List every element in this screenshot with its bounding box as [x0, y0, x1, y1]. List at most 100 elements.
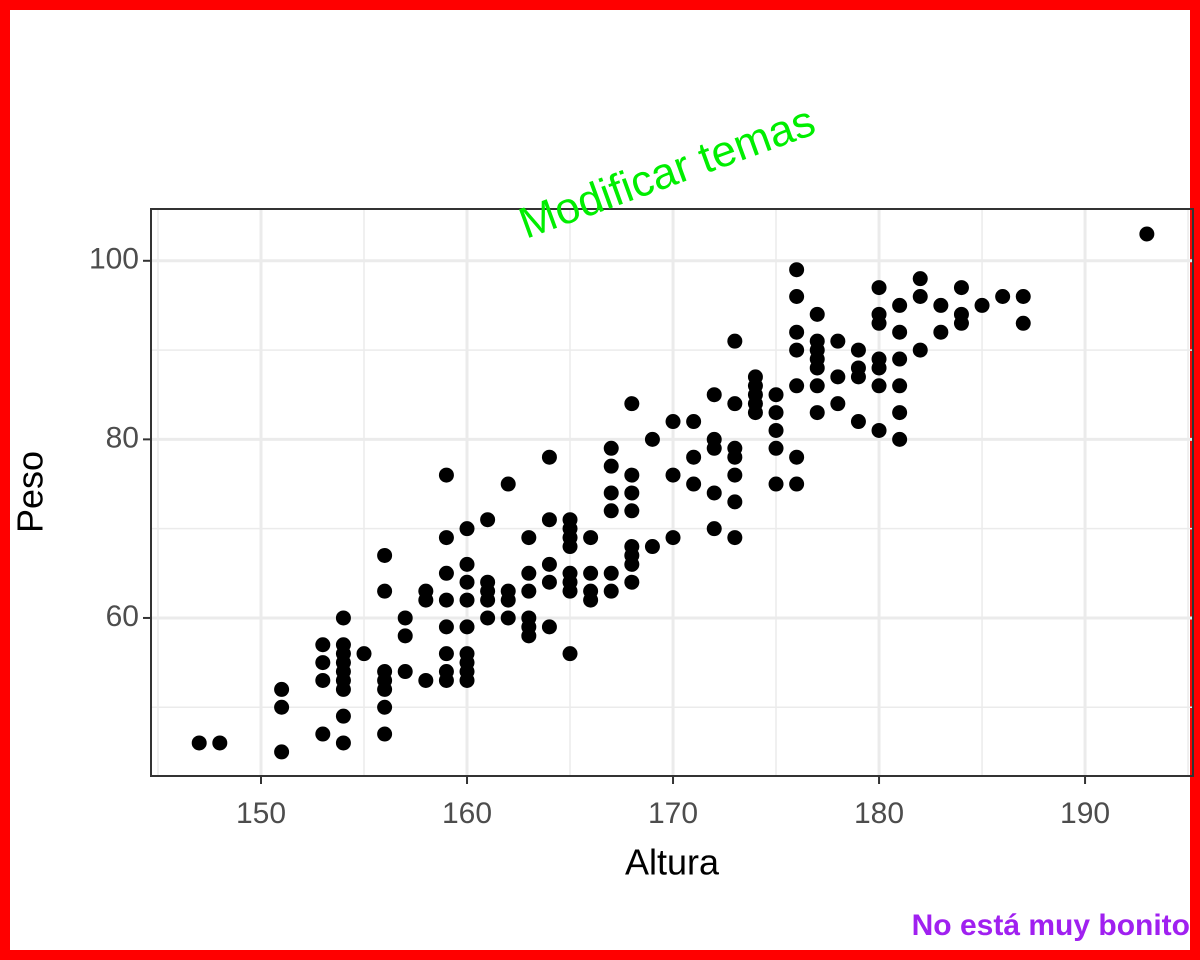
point: [521, 530, 537, 546]
point: [892, 297, 908, 313]
point: [850, 414, 866, 430]
point: [850, 369, 866, 385]
point: [562, 646, 578, 662]
point: [912, 271, 928, 287]
point: [500, 476, 516, 492]
point: [892, 431, 908, 447]
point: [624, 467, 640, 483]
point: [459, 619, 475, 635]
point: [191, 735, 207, 751]
point: [603, 458, 619, 474]
point: [871, 422, 887, 438]
point: [603, 565, 619, 581]
point: [1015, 289, 1031, 305]
point: [665, 467, 681, 483]
point: [480, 610, 496, 626]
point: [789, 262, 805, 278]
point: [438, 646, 454, 662]
point: [377, 699, 393, 715]
point: [562, 539, 578, 555]
point: [583, 592, 599, 608]
point: [583, 565, 599, 581]
point: [768, 405, 784, 421]
point: [789, 449, 805, 465]
point: [521, 583, 537, 599]
point: [644, 539, 660, 555]
point: [377, 583, 393, 599]
y-axis-title: Peso: [10, 451, 51, 533]
point: [541, 512, 557, 528]
point: [521, 565, 537, 581]
point: [747, 405, 763, 421]
point: [995, 289, 1011, 305]
point: [624, 396, 640, 412]
point: [789, 476, 805, 492]
point: [624, 574, 640, 590]
point: [850, 342, 866, 358]
point: [335, 681, 351, 697]
point: [809, 378, 825, 394]
point: [603, 440, 619, 456]
point: [335, 610, 351, 626]
point: [624, 485, 640, 501]
point: [871, 360, 887, 376]
point: [500, 610, 516, 626]
point: [789, 378, 805, 394]
point: [892, 405, 908, 421]
point: [459, 672, 475, 688]
point: [541, 574, 557, 590]
point: [397, 610, 413, 626]
point: [686, 414, 702, 430]
point: [912, 342, 928, 358]
point: [583, 530, 599, 546]
point: [809, 405, 825, 421]
point: [377, 547, 393, 563]
point: [809, 360, 825, 376]
point: [521, 628, 537, 644]
point: [459, 574, 475, 590]
point: [665, 414, 681, 430]
y-tick-label: 80: [106, 421, 139, 454]
point: [789, 289, 805, 305]
point: [768, 476, 784, 492]
point: [727, 333, 743, 349]
grid: [151, 209, 1193, 776]
point: [500, 592, 516, 608]
x-tick-label: 180: [854, 797, 904, 830]
point: [953, 315, 969, 331]
point: [397, 628, 413, 644]
point: [480, 592, 496, 608]
point: [335, 708, 351, 724]
point: [603, 503, 619, 519]
point: [974, 297, 990, 313]
point: [418, 592, 434, 608]
point: [438, 530, 454, 546]
point: [459, 592, 475, 608]
point: [377, 681, 393, 697]
x-tick-label: 160: [442, 797, 492, 830]
point: [624, 503, 640, 519]
point: [727, 494, 743, 510]
point: [356, 646, 372, 662]
point: [686, 476, 702, 492]
points: [191, 226, 1155, 760]
point: [315, 655, 331, 671]
point: [274, 699, 290, 715]
point: [933, 324, 949, 340]
point: [1139, 226, 1155, 242]
point: [397, 664, 413, 680]
point: [706, 387, 722, 403]
point: [665, 530, 681, 546]
point: [603, 485, 619, 501]
point: [789, 342, 805, 358]
point: [727, 467, 743, 483]
point: [892, 351, 908, 367]
point: [315, 726, 331, 742]
point: [418, 672, 434, 688]
point: [541, 449, 557, 465]
point: [830, 369, 846, 385]
point: [315, 672, 331, 688]
x-tick-label: 190: [1060, 797, 1110, 830]
point: [438, 467, 454, 483]
